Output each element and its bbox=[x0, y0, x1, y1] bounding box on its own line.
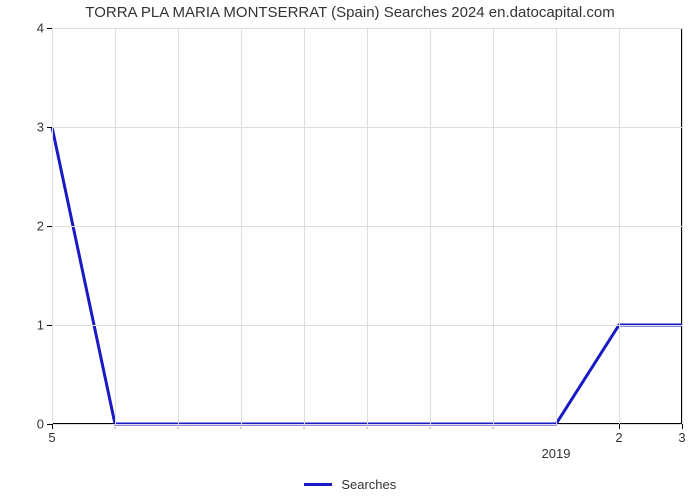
y-tick-label: 0 bbox=[37, 417, 44, 432]
searches-chart: TORRA PLA MARIA MONTSERRAT (Spain) Searc… bbox=[0, 0, 700, 500]
x-tick-label: 5 bbox=[48, 430, 55, 445]
x-minor-tick: ' bbox=[303, 426, 305, 435]
legend-label: Searches bbox=[341, 477, 396, 492]
y-tick-mark bbox=[47, 226, 52, 227]
grid-line-h bbox=[52, 226, 682, 227]
legend: Searches bbox=[0, 476, 700, 492]
y-tick-label: 4 bbox=[37, 21, 44, 36]
y-tick-mark bbox=[47, 28, 52, 29]
x-minor-tick: ' bbox=[177, 426, 179, 435]
y-tick-label: 3 bbox=[37, 120, 44, 135]
x-minor-tick: ' bbox=[492, 426, 494, 435]
x-minor-tick: ' bbox=[429, 426, 431, 435]
x-tick-label: 2 bbox=[615, 430, 622, 445]
grid-line-h bbox=[52, 28, 682, 29]
x-tick-mark bbox=[619, 424, 620, 429]
legend-swatch bbox=[304, 483, 332, 486]
y-tick-label: 1 bbox=[37, 318, 44, 333]
y-tick-label: 2 bbox=[37, 219, 44, 234]
grid-line-h bbox=[52, 325, 682, 326]
y-tick-mark bbox=[47, 127, 52, 128]
x-minor-tick: ' bbox=[366, 426, 368, 435]
x-minor-tick: ' bbox=[240, 426, 242, 435]
x-year-label: 2019 bbox=[542, 446, 571, 461]
x-tick-mark bbox=[52, 424, 53, 429]
x-tick-mark bbox=[682, 424, 683, 429]
x-minor-tick: ' bbox=[114, 426, 116, 435]
grid-line-v bbox=[682, 28, 683, 424]
x-tick-label: 3 bbox=[678, 430, 685, 445]
y-tick-mark bbox=[47, 325, 52, 326]
plot-area: 01234523'''''''2019 bbox=[52, 28, 682, 424]
chart-title: TORRA PLA MARIA MONTSERRAT (Spain) Searc… bbox=[0, 4, 700, 21]
grid-line-h bbox=[52, 424, 682, 425]
grid-line-h bbox=[52, 127, 682, 128]
